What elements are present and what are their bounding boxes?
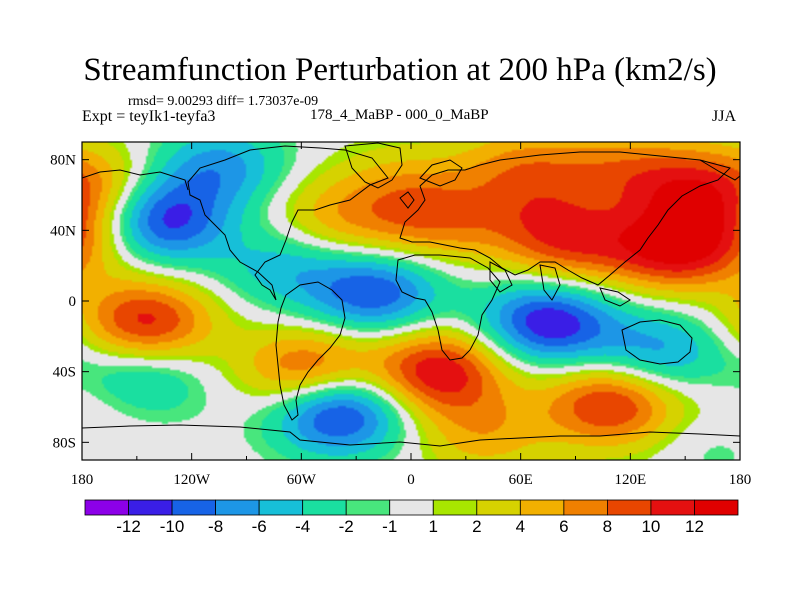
coastline-africa: [395, 254, 501, 361]
colorbar-swatch: [389, 499, 434, 516]
colorbar: -12 -10 -8 -6 -4 -2 -1 1 2 4 6 8 10 12: [84, 499, 739, 536]
colorbar-swatch: [650, 499, 695, 516]
colorbar-label: 12: [685, 517, 704, 536]
colorbar-swatch: [84, 499, 129, 516]
colorbar-label: -1: [382, 517, 397, 536]
colorbar-swatch: [519, 499, 565, 516]
coastline-alaska: [81, 169, 189, 191]
y-tick-label: 40S: [53, 365, 76, 381]
coastline-scandinavia: [419, 159, 463, 187]
coastline-antarctica: [81, 424, 741, 447]
colorbar-label: 1: [429, 517, 438, 536]
colorbar-swatch: [476, 499, 521, 516]
coastline-australia: [621, 319, 693, 365]
colorbar-label: 10: [641, 517, 660, 536]
x-tick-label: 0: [407, 472, 415, 488]
season-label: JJA: [712, 108, 737, 125]
coastlines: [81, 142, 741, 447]
x-tick-label: 60W: [287, 472, 317, 488]
colorbar-swatch: [432, 499, 478, 516]
x-tick-label: 180: [71, 472, 94, 488]
coastline-north-america: [187, 145, 389, 301]
colorbar-label: 2: [472, 517, 481, 536]
colorbar-label: -6: [252, 517, 267, 536]
y-tick-label: 80S: [53, 435, 76, 451]
axes: 180 120W 60W 0 60E 120E 180 80N 40N 0 40S 80S: [50, 142, 751, 488]
colorbar-label: -8: [208, 517, 223, 536]
x-tick-label: 180: [729, 472, 752, 488]
y-tick-label: 40N: [50, 223, 76, 239]
coastline-arabia: [489, 261, 513, 293]
colorbar-label: -12: [116, 517, 141, 536]
coastline-northeast-asia: [699, 159, 741, 181]
x-tick-label: 120W: [173, 472, 211, 488]
colorbar-swatch: [302, 499, 347, 516]
chart-title: Streamfunction Perturbation at 200 hPa (…: [83, 52, 717, 88]
coastline-india: [539, 264, 561, 301]
y-tick-label: 80N: [50, 153, 76, 169]
colorbar-label: -2: [339, 517, 354, 536]
colorbar-swatch: [171, 499, 216, 516]
colorbar-label: 8: [603, 517, 612, 536]
colorbar-swatch: [128, 499, 173, 516]
x-tick-label: 120E: [614, 472, 646, 488]
colorbar-label: 4: [516, 517, 525, 536]
colorbar-swatch: [345, 499, 391, 516]
stats-label: rmsd= 9.00293 diff= 1.73037e-09: [128, 94, 319, 109]
colorbar-swatch: [258, 499, 304, 516]
colorbar-label: -10: [160, 517, 185, 536]
coastline-eurasia: [399, 151, 731, 286]
colorbar-label: 6: [559, 517, 568, 536]
experiment-label: Expt = teyIk1-teyfa3: [82, 108, 216, 125]
x-tick-label: 60E: [509, 472, 533, 488]
comparison-label: 178_4_MaBP - 000_0_MaBP: [310, 107, 489, 123]
coastline-british-isles: [399, 191, 415, 209]
anomaly-field: [82, 142, 740, 460]
coastline-southeast-asia: [599, 287, 631, 307]
coastline-greenland: [344, 142, 403, 189]
colorbar-swatch: [607, 499, 652, 516]
colorbar-swatch: [215, 499, 260, 516]
y-tick-label: 0: [69, 294, 77, 310]
colorbar-label: -4: [295, 517, 310, 536]
coastline-south-america: [275, 281, 346, 421]
colorbar-swatch: [694, 499, 739, 516]
map-area: [81, 141, 741, 461]
colorbar-swatch: [563, 499, 608, 516]
